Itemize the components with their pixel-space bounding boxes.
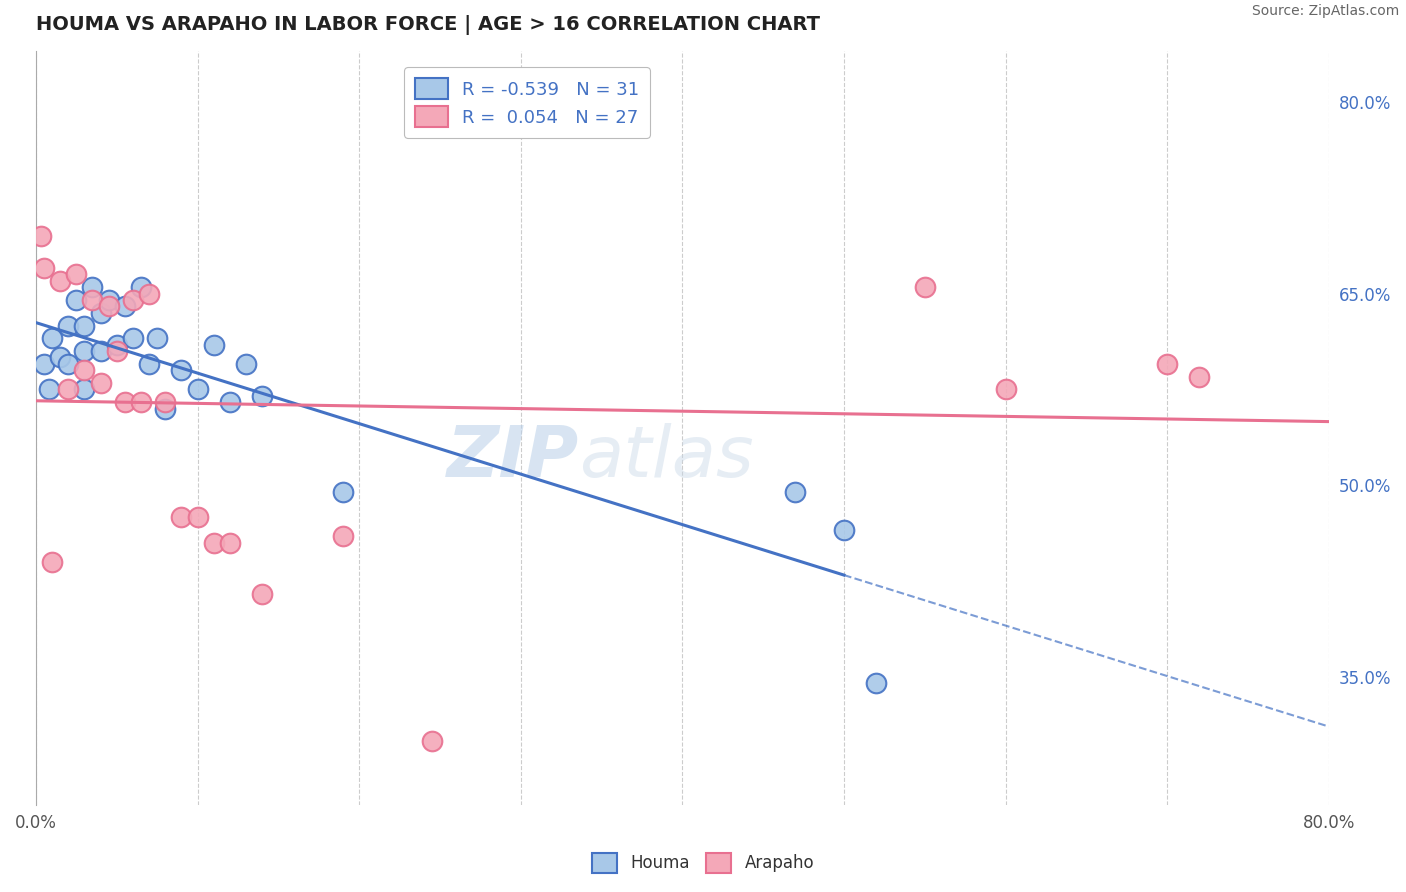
Point xyxy=(49,351,72,365)
Point xyxy=(332,484,354,499)
Point xyxy=(155,395,177,409)
Point xyxy=(138,357,160,371)
Point xyxy=(32,260,55,275)
Point xyxy=(186,510,208,524)
Point xyxy=(250,389,273,403)
Point xyxy=(105,337,128,351)
Point xyxy=(73,344,96,359)
Point xyxy=(58,318,80,333)
Point xyxy=(332,529,354,543)
Point xyxy=(1188,369,1211,384)
Point xyxy=(114,299,136,313)
Point xyxy=(90,376,112,390)
Point xyxy=(82,293,104,307)
Point xyxy=(73,318,96,333)
Point xyxy=(41,555,63,569)
Point xyxy=(73,383,96,397)
Point xyxy=(97,293,120,307)
Point xyxy=(122,293,145,307)
Point xyxy=(38,383,60,397)
Point xyxy=(170,363,193,377)
Point xyxy=(105,344,128,359)
Text: Source: ZipAtlas.com: Source: ZipAtlas.com xyxy=(1251,4,1399,19)
Point xyxy=(914,280,936,294)
Point xyxy=(49,274,72,288)
Point xyxy=(90,306,112,320)
Point xyxy=(832,523,855,537)
Text: ZIP: ZIP xyxy=(447,424,579,492)
Point xyxy=(1156,357,1178,371)
Point xyxy=(235,357,257,371)
Point xyxy=(218,535,240,549)
Point xyxy=(202,535,225,549)
Point xyxy=(65,293,87,307)
Point xyxy=(785,484,807,499)
Point xyxy=(186,383,208,397)
Point xyxy=(97,299,120,313)
Point xyxy=(122,331,145,345)
Point xyxy=(155,401,177,416)
Point xyxy=(82,280,104,294)
Point xyxy=(250,587,273,601)
Point xyxy=(420,733,443,747)
Point xyxy=(58,383,80,397)
Point xyxy=(90,344,112,359)
Point xyxy=(994,383,1017,397)
Point xyxy=(114,395,136,409)
Point xyxy=(41,331,63,345)
Point xyxy=(129,395,152,409)
Point xyxy=(202,337,225,351)
Legend: Houma, Arapaho: Houma, Arapaho xyxy=(585,847,821,880)
Point xyxy=(170,510,193,524)
Point xyxy=(129,280,152,294)
Point xyxy=(30,229,52,244)
Legend: R = -0.539   N = 31, R =  0.054   N = 27: R = -0.539 N = 31, R = 0.054 N = 27 xyxy=(405,68,650,138)
Point xyxy=(65,268,87,282)
Point xyxy=(146,331,169,345)
Point xyxy=(73,363,96,377)
Text: HOUMA VS ARAPAHO IN LABOR FORCE | AGE > 16 CORRELATION CHART: HOUMA VS ARAPAHO IN LABOR FORCE | AGE > … xyxy=(37,15,820,35)
Point xyxy=(32,357,55,371)
Point xyxy=(138,286,160,301)
Point xyxy=(58,357,80,371)
Text: atlas: atlas xyxy=(579,424,754,492)
Point xyxy=(218,395,240,409)
Point xyxy=(865,676,887,690)
